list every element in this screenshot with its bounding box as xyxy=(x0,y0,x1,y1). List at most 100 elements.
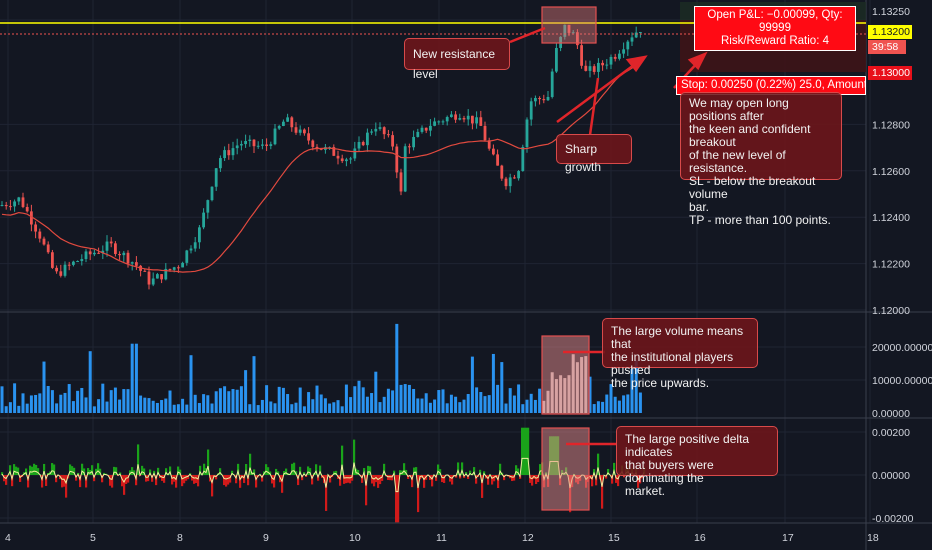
volume-bar xyxy=(458,402,462,413)
delta-bar xyxy=(195,475,198,483)
candle-body xyxy=(135,262,138,266)
delta-bar xyxy=(515,465,518,475)
delta-bar xyxy=(311,475,314,485)
x-tick-label: 12 xyxy=(522,532,534,544)
volume-bar xyxy=(118,399,122,413)
last-price-tag: 1.13200 xyxy=(868,25,912,39)
candle-body xyxy=(114,243,117,255)
volume-bar xyxy=(378,402,382,413)
delta-bar xyxy=(491,475,494,485)
candle-body xyxy=(219,158,222,169)
candle-body xyxy=(252,139,256,147)
delta-bar xyxy=(131,467,134,475)
volume-bar xyxy=(277,386,281,413)
open-pnl-box[interactable]: Open P&L: −0.00099, Qty: 99999 Risk/Rewa… xyxy=(694,6,856,51)
delta-bar xyxy=(461,462,464,475)
x-tick-label: 17 xyxy=(782,532,794,544)
candle-body xyxy=(387,134,390,136)
delta-bar xyxy=(243,475,246,483)
delta-bar xyxy=(111,475,114,488)
candle-body xyxy=(231,148,235,156)
candle-body xyxy=(46,244,50,253)
delta-bar xyxy=(3,475,6,482)
volume-bar xyxy=(193,394,197,413)
volume-bar xyxy=(185,404,189,413)
x-tick-label: 10 xyxy=(349,532,361,544)
candle-body xyxy=(198,227,201,243)
delta-bar xyxy=(437,464,440,475)
delta-bar xyxy=(381,475,384,481)
volume-bar xyxy=(370,393,374,413)
candle-body xyxy=(504,178,508,187)
delta-bar xyxy=(497,475,500,489)
delta-bar xyxy=(273,475,276,488)
delta-bar xyxy=(129,470,132,475)
delta-bar xyxy=(377,475,380,488)
delta-note: The large positive delta indicates that … xyxy=(616,426,778,498)
delta-bar xyxy=(95,468,98,475)
candle-body xyxy=(420,127,424,132)
volume-bar xyxy=(265,385,269,413)
delta-bar xyxy=(177,466,180,475)
delta-bar xyxy=(297,475,300,486)
volume-bar xyxy=(130,343,134,413)
delta-bar xyxy=(207,449,210,475)
candle-body xyxy=(521,147,525,172)
volume-bar xyxy=(420,398,424,413)
candle-body xyxy=(294,127,298,133)
volume-bar xyxy=(365,396,369,413)
volume-bar xyxy=(323,398,327,413)
candle-body xyxy=(51,252,54,268)
volume-bar xyxy=(281,387,285,413)
candle-body xyxy=(584,65,588,71)
volume-bar xyxy=(491,353,495,413)
candle-body xyxy=(613,56,617,59)
candle-body xyxy=(416,131,420,137)
volume-bar xyxy=(25,403,29,413)
delta-bar xyxy=(137,444,140,475)
candle-body xyxy=(265,144,268,146)
price-candles xyxy=(0,24,642,290)
candle-body xyxy=(42,238,46,245)
x-tick-label: 16 xyxy=(694,532,706,544)
delta-bar xyxy=(291,463,294,475)
delta-bar xyxy=(197,475,200,487)
volume-bar xyxy=(361,387,365,413)
delta-bar xyxy=(155,475,158,486)
volume-bar xyxy=(155,402,159,413)
candle-body xyxy=(437,121,441,123)
volume-bar xyxy=(143,397,147,413)
growth-note-text: Sharp growth xyxy=(565,142,602,174)
strategy-line: TP - more than 100 points. xyxy=(689,213,831,227)
candle-body xyxy=(391,135,394,147)
candle-body xyxy=(630,37,634,42)
delta-bar xyxy=(319,465,322,475)
delta-note-line: The large positive delta indicates xyxy=(625,432,750,459)
candle-body xyxy=(580,45,583,66)
volume-bar xyxy=(29,395,33,413)
delta-bar xyxy=(211,475,214,497)
volume-bar xyxy=(601,401,605,413)
candle-body xyxy=(361,142,365,146)
delta-bar xyxy=(301,475,304,481)
candle-body xyxy=(185,250,189,263)
candle-body xyxy=(475,117,478,124)
delta-bar xyxy=(151,475,154,482)
volume-bar xyxy=(286,394,290,413)
candle-body xyxy=(193,242,197,249)
delta-bar xyxy=(383,463,386,475)
delta-bar xyxy=(329,475,332,483)
delta-bar xyxy=(591,475,594,487)
strategy-line: of the new level of resistance. xyxy=(689,148,786,175)
resistance-note-text: New resistance level xyxy=(413,47,496,81)
y-tick-label: -0.00200 xyxy=(872,513,914,525)
delta-bar xyxy=(179,469,182,475)
volume-bar xyxy=(529,393,533,413)
candle-body xyxy=(248,139,252,141)
delta-bar xyxy=(161,475,164,481)
delta-bar xyxy=(31,466,34,475)
candle-body xyxy=(500,165,504,179)
volume-bar xyxy=(399,384,403,413)
delta-bar xyxy=(615,475,618,483)
